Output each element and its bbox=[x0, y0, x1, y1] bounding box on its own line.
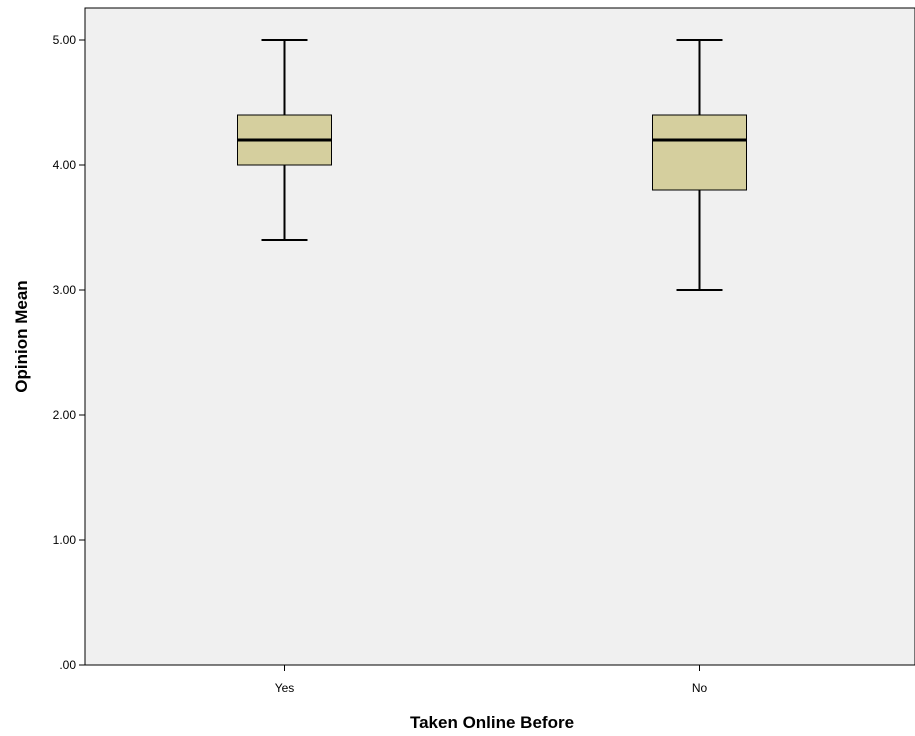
y-axis: .00 1.00 2.00 3.00 4.00 5.00 bbox=[53, 33, 85, 672]
y-tick-label: 5.00 bbox=[53, 33, 77, 47]
y-tick-label: .00 bbox=[59, 658, 76, 672]
y-tick-label: 2.00 bbox=[53, 408, 77, 422]
plot-area bbox=[84, 7, 915, 666]
y-tick-label: 4.00 bbox=[53, 158, 77, 172]
x-tick-label: Yes bbox=[275, 681, 295, 695]
y-tick-label: 3.00 bbox=[53, 283, 77, 297]
x-axis: Yes No bbox=[275, 665, 708, 695]
box-yes bbox=[237, 39, 332, 241]
boxes-group bbox=[237, 39, 747, 291]
box-no bbox=[652, 39, 747, 291]
x-tick-label: No bbox=[692, 681, 708, 695]
y-tick-label: 1.00 bbox=[53, 533, 77, 547]
iqr-box bbox=[652, 114, 747, 191]
y-axis-title: Opinion Mean bbox=[12, 280, 31, 392]
x-axis-title: Taken Online Before bbox=[410, 713, 574, 732]
